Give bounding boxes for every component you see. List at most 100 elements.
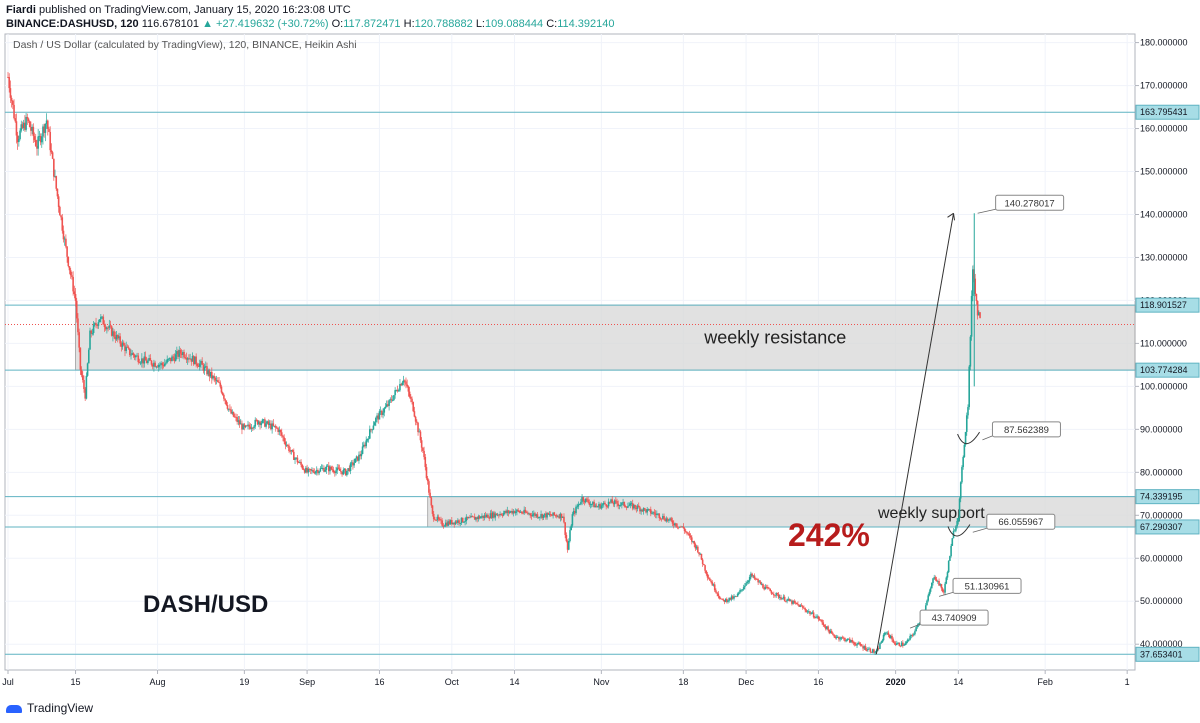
candle-body bbox=[241, 423, 243, 430]
candle-body bbox=[282, 435, 284, 438]
candle-body bbox=[261, 419, 264, 423]
x-tick-label: 16 bbox=[813, 677, 823, 687]
candle-body bbox=[800, 605, 803, 607]
candle-body bbox=[717, 593, 720, 597]
candle-body bbox=[912, 634, 915, 636]
candle-body bbox=[651, 513, 653, 515]
candle-body bbox=[378, 411, 381, 420]
candle-body bbox=[571, 514, 574, 526]
candle-body bbox=[561, 516, 564, 518]
candle-body bbox=[570, 525, 573, 531]
candle-body bbox=[334, 472, 336, 474]
candle-body bbox=[85, 375, 88, 399]
candle-body bbox=[627, 506, 629, 508]
candle-body bbox=[816, 616, 819, 618]
candle-body bbox=[719, 598, 722, 600]
candle-body bbox=[188, 358, 190, 360]
candle-body bbox=[624, 506, 627, 507]
close-value: 114.392140 bbox=[557, 18, 615, 30]
level-tag bbox=[1135, 297, 1200, 313]
candle-body bbox=[317, 470, 319, 474]
candle-body bbox=[676, 526, 679, 528]
candle-body bbox=[874, 652, 876, 654]
candle-body bbox=[933, 577, 936, 579]
candle-body bbox=[552, 512, 554, 516]
candle-body bbox=[454, 521, 457, 525]
candle-body bbox=[654, 513, 657, 515]
level-tag bbox=[1135, 489, 1200, 505]
candle-body bbox=[572, 510, 575, 515]
candle-body bbox=[742, 587, 745, 590]
candle-body bbox=[693, 541, 696, 545]
candle-body bbox=[623, 501, 626, 507]
x-tick-label: 2020 bbox=[886, 677, 906, 687]
candle-body bbox=[68, 266, 71, 271]
candle-body bbox=[540, 514, 542, 517]
candle-body bbox=[759, 581, 762, 585]
candle-body bbox=[91, 333, 94, 334]
x-tick-label: 15 bbox=[71, 677, 81, 687]
candle-body bbox=[723, 600, 726, 602]
price-chart[interactable]: 180.000000170.000000160.000000150.000000… bbox=[0, 30, 1200, 695]
candle-body bbox=[232, 411, 235, 417]
candle-body bbox=[889, 635, 892, 639]
candle-body bbox=[567, 541, 570, 550]
candle-body bbox=[289, 451, 292, 452]
candle-body bbox=[293, 451, 295, 460]
candle-body bbox=[865, 650, 868, 651]
candle-body bbox=[633, 504, 635, 509]
candle-body bbox=[437, 516, 440, 520]
candle-body bbox=[968, 366, 970, 408]
candle-body bbox=[678, 526, 681, 528]
candle-body bbox=[94, 323, 96, 325]
y-tick-label: 100.000000 bbox=[1140, 381, 1188, 391]
candle-body bbox=[792, 600, 794, 604]
y-tick-label: 140.000000 bbox=[1140, 209, 1188, 219]
candle-body bbox=[586, 498, 588, 500]
candle-body bbox=[267, 421, 270, 425]
candle-body bbox=[775, 592, 778, 596]
candle-body bbox=[499, 514, 501, 516]
candle-body bbox=[608, 501, 611, 503]
candle-body bbox=[617, 503, 620, 506]
candle-body bbox=[628, 505, 630, 507]
candle-body bbox=[694, 544, 697, 549]
candle-body bbox=[766, 587, 769, 589]
candle-body bbox=[580, 502, 582, 504]
candle-body bbox=[218, 382, 220, 383]
candle-body bbox=[341, 471, 343, 475]
callout-label: 87.562389 bbox=[1004, 425, 1049, 436]
candle-body bbox=[376, 415, 378, 418]
candle-body bbox=[168, 357, 171, 359]
ohlc-line: BINANCE:DASHUSD, 120 116.678101 ▲ +27.41… bbox=[6, 17, 615, 31]
candle-body bbox=[414, 416, 417, 422]
candle-body bbox=[463, 522, 465, 523]
candle-body bbox=[549, 514, 552, 516]
candle-body bbox=[937, 580, 939, 582]
candle-body bbox=[327, 465, 330, 472]
candle-body bbox=[510, 510, 512, 512]
candle-body bbox=[346, 470, 348, 476]
candle-body bbox=[481, 515, 483, 518]
candle-body bbox=[735, 596, 738, 598]
candle-body bbox=[294, 458, 296, 460]
candle-body bbox=[302, 468, 305, 470]
candle-body bbox=[185, 358, 188, 360]
candle-body bbox=[663, 516, 665, 520]
candle-body bbox=[202, 364, 205, 371]
candle-body bbox=[512, 511, 515, 514]
candle-body bbox=[9, 88, 12, 98]
y-tick-label: 80.000000 bbox=[1140, 467, 1183, 477]
candle-body bbox=[350, 462, 353, 464]
candle-body bbox=[178, 350, 181, 357]
candle-body bbox=[382, 412, 384, 415]
candle-body bbox=[779, 597, 781, 599]
candle-body bbox=[384, 406, 387, 409]
candle-body bbox=[484, 515, 487, 517]
candle-body bbox=[329, 466, 331, 472]
candle-body bbox=[318, 471, 320, 474]
author: Fiardi bbox=[6, 4, 36, 16]
candle-body bbox=[362, 444, 365, 447]
candle-body bbox=[340, 470, 342, 472]
candle-body bbox=[722, 599, 724, 601]
